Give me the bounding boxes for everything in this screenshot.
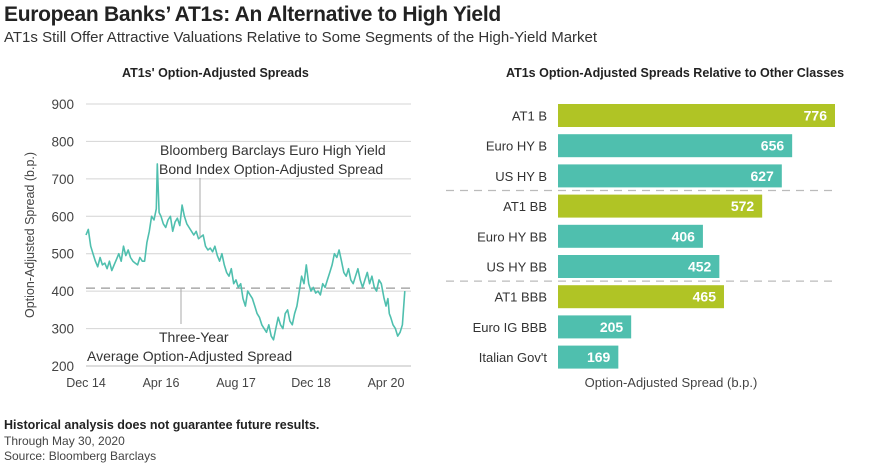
bar-value-label: 465: [693, 289, 717, 305]
disclaimer: Historical analysis does not guarantee f…: [4, 418, 320, 432]
hy-annotation-line1: Bloomberg Barclays Euro High Yield: [160, 142, 386, 158]
bar-category-label: Italian Gov't: [479, 350, 548, 365]
bar-group: US HY BB 452: [487, 255, 720, 278]
x-tick-label: Dec 18: [291, 376, 331, 390]
y-tick-label: 200: [51, 359, 74, 374]
bar: [558, 224, 703, 248]
bar: [558, 345, 619, 369]
bar-chart: AT1 B 776 Euro HY B 656 US HY B 627 AT1 BB 572 E…: [446, 104, 835, 390]
bar-value-label: 205: [600, 319, 624, 335]
bar-chart-title: AT1s Option-Adjusted Spreads Relative to…: [506, 66, 845, 80]
bar-value-label: 406: [672, 228, 696, 244]
bar-group: AT1 BBB 465: [494, 285, 724, 309]
bar-category-label: AT1 BBB: [494, 290, 547, 305]
bar: [558, 104, 835, 127]
bar-chart-x-axis-label: Option-Adjusted Spread (b.p.): [585, 375, 758, 390]
bar-value-label: 452: [688, 259, 712, 275]
bar: [558, 255, 720, 278]
bar: [558, 164, 782, 188]
hy-oas-series-line: [85, 163, 406, 341]
y-tick-label: 400: [51, 284, 74, 299]
hy-annotation-line2: Bond Index Option-Adjusted Spread: [159, 161, 383, 177]
bar: [558, 285, 724, 309]
y-tick-label: 700: [51, 172, 74, 187]
bar: [558, 134, 793, 158]
bar: [558, 315, 632, 339]
avg-annotation-line1: Three-Year: [159, 329, 229, 345]
bar-group: AT1 BB 572: [503, 194, 763, 218]
bar-category-label: US HY BB: [487, 260, 547, 275]
x-tick-label: Apr 20: [368, 376, 405, 390]
line-chart-title: AT1s' Option-Adjusted Spreads: [122, 66, 309, 80]
line-chart: 200 300 400 500 600 700 800 900 Dec 14 Apr 16 Aug…: [23, 97, 415, 390]
bar-category-label: Euro IG BBB: [473, 320, 547, 335]
bar-value-label: 656: [761, 138, 785, 154]
bar-group: Italian Gov't 169: [479, 345, 619, 369]
x-tick-label: Dec 14: [66, 376, 106, 390]
bar-category-label: AT1 BB: [503, 199, 547, 214]
bar-group: Euro IG BBB 205: [473, 315, 632, 339]
bar-value-label: 627: [750, 168, 774, 184]
page-title: European Banks’ AT1s: An Alternative to …: [4, 3, 501, 26]
avg-annotation-line2: Average Option-Adjusted Spread: [87, 348, 292, 364]
y-tick-label: 600: [51, 209, 74, 224]
x-tick-label: Aug 17: [216, 376, 256, 390]
line-chart-y-ticks: 200 300 400 500 600 700 800 900: [51, 97, 74, 374]
y-tick-label: 500: [51, 247, 74, 262]
page-subtitle: AT1s Still Offer Attractive Valuations R…: [4, 29, 598, 46]
y-tick-label: 300: [51, 322, 74, 337]
bar-value-label: 776: [804, 108, 828, 124]
bar-chart-bars: AT1 B 776 Euro HY B 656 US HY B 627 AT1 BB 572 E…: [473, 104, 835, 369]
bar-group: US HY B 627: [495, 164, 782, 188]
x-tick-label: Apr 16: [143, 376, 180, 390]
bar-group: Euro HY B 656: [486, 134, 793, 158]
y-tick-label: 800: [51, 134, 74, 149]
bar-category-label: US HY B: [495, 169, 547, 184]
bar-group: AT1 B 776: [512, 104, 835, 127]
bar-category-label: Euro HY BB: [477, 229, 547, 244]
bar-value-label: 169: [587, 349, 611, 365]
bar-category-label: AT1 B: [512, 109, 547, 124]
bar-value-label: 572: [731, 198, 755, 214]
bar-category-label: Euro HY B: [486, 139, 547, 154]
date-note: Through May 30, 2020: [4, 434, 125, 448]
bar: [558, 194, 763, 218]
source-note: Source: Bloomberg Barclays: [4, 449, 157, 463]
line-chart-gridlines: [86, 103, 411, 367]
bar-group: Euro HY BB 406: [477, 224, 703, 248]
bar-chart-group-separators: [446, 189, 835, 282]
line-chart-y-axis-label: Option-Adjusted Spread (b.p.): [23, 152, 37, 318]
line-chart-x-ticks: Dec 14 Apr 16 Aug 17 Dec 18 Apr 20: [66, 376, 404, 390]
y-tick-label: 900: [51, 97, 74, 112]
